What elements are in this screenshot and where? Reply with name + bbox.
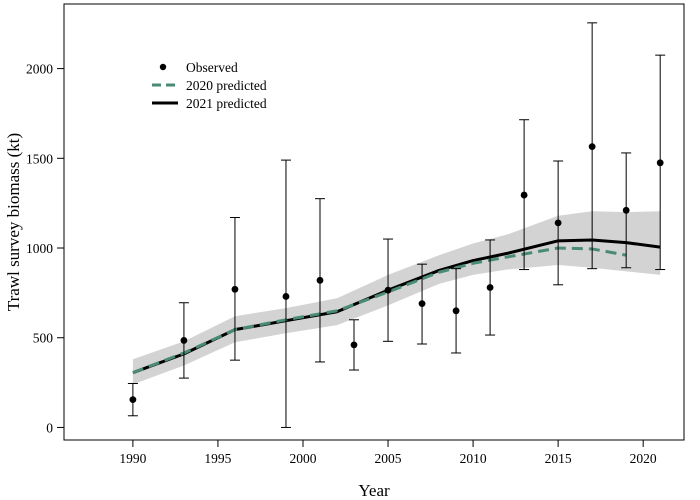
- observed-point-1999: [280, 159, 291, 428]
- observed-marker: [486, 284, 494, 291]
- observed-point-2011: [485, 239, 496, 336]
- y-tick-label-2000: 2000: [26, 62, 53, 77]
- observed-point-2021: [655, 54, 666, 271]
- axes-layer: 1990 1995 2000 2005 2010 2015 2020 0 500 1000 1500…: [26, 62, 657, 466]
- observed-marker: [554, 219, 562, 227]
- observed-point-1990: [127, 382, 138, 417]
- observed-marker: [418, 300, 426, 308]
- observed-marker: [316, 276, 324, 284]
- legend-2020-predicted-label: 2020 predicted: [186, 78, 267, 93]
- observed-marker: [282, 293, 290, 300]
- legend-2021-predicted-label: 2021 predicted: [186, 96, 267, 111]
- y-tick-label-1500: 1500: [26, 151, 53, 166]
- observed-marker: [622, 206, 630, 214]
- observed-marker: [231, 285, 239, 293]
- observed-point-1993: [178, 302, 189, 379]
- observed-marker: [452, 307, 460, 315]
- ci-band-2021: [132, 211, 661, 385]
- observed-marker: [350, 341, 358, 349]
- x-tick-label-1990: 1990: [119, 451, 146, 466]
- x-axis-label: Year: [358, 481, 390, 500]
- observed-point-2009: [451, 268, 462, 354]
- plot-frame: [63, 3, 685, 441]
- observed-marker: [588, 143, 596, 151]
- observed-point-2005: [383, 238, 394, 342]
- chart-legend: Observed 2020 predicted 2021 predicted: [152, 60, 267, 111]
- observed-marker: [180, 337, 188, 344]
- y-tick-label-0: 0: [46, 420, 53, 435]
- y-tick-label-1000: 1000: [26, 241, 53, 256]
- observed-marker: [520, 191, 528, 199]
- x-tick-label-2005: 2005: [375, 451, 402, 466]
- x-tick-label-2015: 2015: [545, 451, 572, 466]
- x-tick-label-2010: 2010: [460, 451, 487, 466]
- observed-marker: [129, 396, 137, 404]
- y-tick-label-500: 500: [33, 331, 54, 346]
- observed-point-2019: [621, 152, 632, 269]
- observed-point-2001: [314, 198, 325, 363]
- y-axis-label: Trawl survey biomass (kt): [4, 133, 23, 311]
- observed-marker: [656, 159, 664, 167]
- legend-observed-label: Observed: [186, 60, 238, 75]
- observed-points-layer: [127, 22, 666, 428]
- x-tick-label-1995: 1995: [204, 451, 231, 466]
- confidence-band-layer: [132, 211, 661, 385]
- series-line-2020-predicted: [132, 246, 627, 375]
- observed-point-1996: [229, 217, 240, 361]
- observed-point-2007: [417, 263, 428, 345]
- x-tick-label-2000: 2000: [289, 451, 316, 466]
- observed-point-2013: [519, 119, 530, 271]
- legend-observed-marker: [159, 63, 167, 71]
- x-tick-label-2020: 2020: [630, 451, 657, 466]
- observed-marker: [384, 286, 392, 294]
- observed-point-2003: [349, 319, 360, 371]
- observed-point-2015: [553, 160, 564, 286]
- observed-point-2017: [587, 22, 598, 270]
